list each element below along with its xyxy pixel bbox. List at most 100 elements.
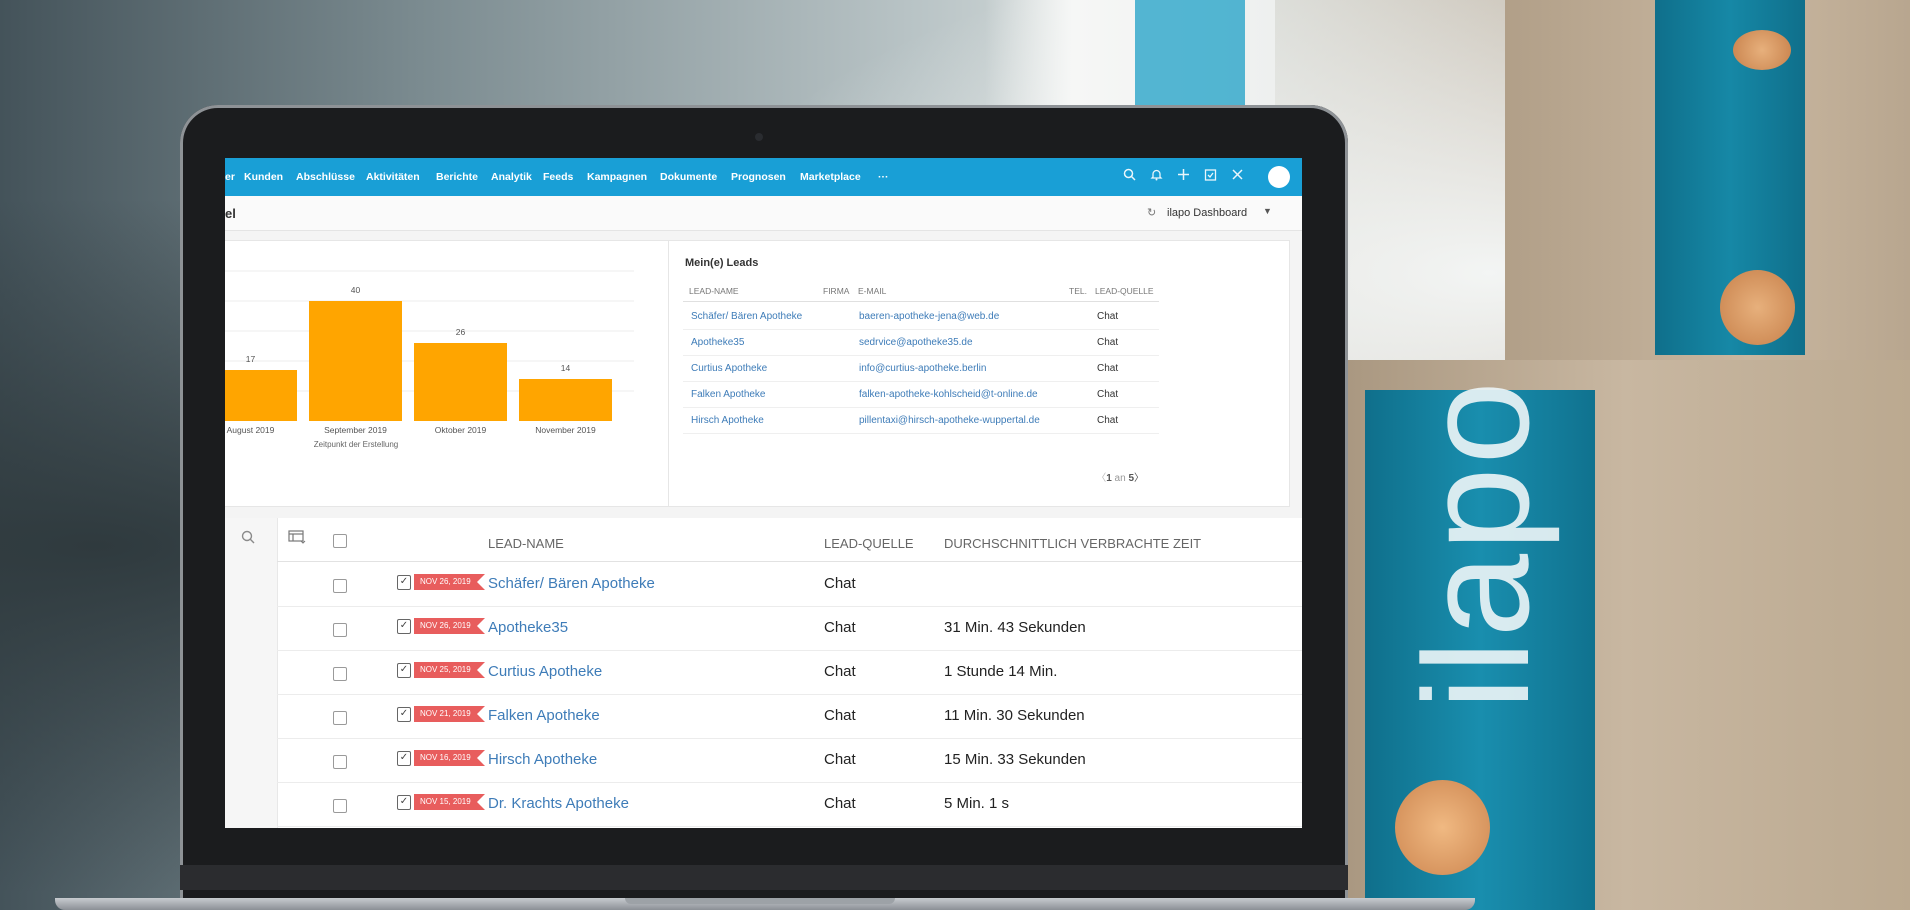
nav-item-kunden[interactable]: Kunden: [244, 171, 284, 183]
table-row[interactable]: ✓ NOV 26, 2019 Apotheke35 Chat 31 Min. 4…: [277, 606, 1302, 651]
lead-name[interactable]: Hirsch Apotheke: [691, 415, 764, 426]
x-tick-label: September 2019: [324, 425, 387, 435]
box-brand-text: ilapo: [1392, 378, 1560, 710]
x-tick-label: November 2019: [535, 425, 596, 435]
lead-name-link[interactable]: Falken Apotheke: [488, 707, 600, 724]
row-checkbox[interactable]: [333, 799, 347, 813]
date-badge: NOV 25, 2019: [414, 662, 485, 678]
col-header-lead-name[interactable]: LEAD-NAME: [689, 286, 739, 296]
lead-row[interactable]: Falken Apotheke falken-apotheke-kohlsche…: [683, 381, 1159, 408]
table-row[interactable]: ✓ NOV 15, 2019 Dr. Krachts Apotheke Chat…: [277, 782, 1302, 827]
lead-email[interactable]: baeren-apotheke-jena@web.de: [859, 311, 1000, 322]
bar[interactable]: [309, 301, 402, 421]
table-row[interactable]: ✓ NOV 21, 2019 Falken Apotheke Chat 11 M…: [277, 694, 1302, 739]
lead-name-link[interactable]: Apotheke35: [488, 619, 569, 636]
nav-item-aktivitaeten[interactable]: Aktivitäten: [366, 171, 420, 183]
lead-row[interactable]: Schäfer/ Bären Apotheke baeren-apotheke-…: [683, 303, 1159, 330]
leads-list: LEAD-NAME LEAD-QUELLE DURCHSCHNITTLICH V…: [225, 518, 1302, 828]
col-header-lead-name[interactable]: LEAD-NAME: [488, 536, 564, 551]
laptop-base: [55, 898, 1475, 910]
crm-screen: er Kunden Abschlüsse Aktivitäten Bericht…: [225, 158, 1302, 828]
lead-source: Chat: [824, 619, 856, 636]
background-box-top: [1505, 0, 1910, 360]
lead-name-link[interactable]: Schäfer/ Bären Apotheke: [488, 575, 655, 592]
col-header-tel[interactable]: TEL.: [1069, 286, 1087, 296]
nav-item-prognosen[interactable]: Prognosen: [731, 171, 786, 183]
lead-name[interactable]: Curtius Apotheke: [691, 363, 768, 374]
lead-email[interactable]: falken-apotheke-kohlscheid@t-online.de: [859, 389, 1038, 400]
nav-item-marketplace[interactable]: Marketplace: [800, 171, 861, 183]
col-header-verbrachte-zeit[interactable]: DURCHSCHNITTLICH VERBRACHTE ZEIT: [944, 536, 1202, 551]
chevron-down-icon[interactable]: ▼: [1263, 206, 1272, 216]
col-header-lead-quelle[interactable]: LEAD-QUELLE: [1095, 286, 1154, 296]
table-row[interactable]: ✓ NOV 26, 2019 Schäfer/ Bären Apotheke C…: [277, 562, 1302, 607]
row-checkbox[interactable]: [333, 667, 347, 681]
chevron-right-icon[interactable]: 〉: [1134, 473, 1144, 484]
x-tick-label: Oktober 2019: [435, 425, 487, 435]
bar[interactable]: [225, 370, 297, 421]
lead-name-link[interactable]: Dr. Krachts Apotheke: [488, 795, 629, 812]
task-icon: ✓: [397, 575, 411, 590]
dashboard-select[interactable]: ilapo Dashboard: [1167, 207, 1248, 219]
nav-item-analytik[interactable]: Analytik: [491, 171, 532, 183]
task-icon: ✓: [397, 707, 411, 722]
date-badge: NOV 16, 2019: [414, 750, 485, 766]
row-checkbox[interactable]: [333, 711, 347, 725]
lead-name[interactable]: Falken Apotheke: [691, 389, 766, 400]
nav-icon-group: [1120, 166, 1290, 188]
nav-item-berichte[interactable]: Berichte: [436, 171, 479, 183]
dashboard-header: el ↻ ilapo Dashboard ▼: [225, 196, 1302, 231]
lead-row[interactable]: Hirsch Apotheke pillentaxi@hirsch-apothe…: [683, 407, 1159, 434]
lead-email[interactable]: sedrvice@apotheke35.de: [859, 337, 973, 348]
leads-widget-title: Mein(e) Leads: [685, 257, 759, 269]
table-row[interactable]: ✓ NOV 25, 2019 Curtius Apotheke Chat 1 S…: [277, 650, 1302, 695]
col-header-email[interactable]: E-MAIL: [858, 286, 887, 296]
pagination: 〈1 an 5〉: [1096, 469, 1144, 484]
nav-more-button[interactable]: ···: [878, 171, 889, 183]
lead-row[interactable]: Curtius Apotheke info@curtius-apotheke.b…: [683, 355, 1159, 382]
leads-widget: Mein(e) Leads LEAD-NAME FIRMA E-MAIL TEL…: [668, 240, 1290, 507]
nav-item-dokumente[interactable]: Dokumente: [660, 171, 718, 183]
avatar[interactable]: [1268, 166, 1290, 188]
col-header-lead-quelle[interactable]: LEAD-QUELLE: [824, 536, 914, 551]
plus-icon[interactable]: [1174, 167, 1192, 185]
refresh-icon[interactable]: ↻: [1147, 207, 1157, 219]
bar[interactable]: [414, 343, 507, 421]
x-tick-label: August 2019: [227, 425, 275, 435]
select-all-checkbox[interactable]: [333, 534, 347, 548]
x-axis-label: Zeitpunkt der Erstellung: [314, 440, 399, 449]
search-icon[interactable]: [241, 530, 255, 549]
laptop-chin: [180, 865, 1348, 890]
lead-name[interactable]: Schäfer/ Bären Apotheke: [691, 311, 803, 322]
lead-email[interactable]: info@curtius-apotheke.berlin: [859, 363, 987, 374]
chevron-left-icon[interactable]: 〈: [1096, 473, 1107, 484]
col-header-firma[interactable]: FIRMA: [823, 286, 850, 296]
date-badge: NOV 26, 2019: [414, 618, 485, 634]
background-blue-band: [1135, 0, 1245, 105]
row-checkbox[interactable]: [333, 755, 347, 769]
date-badge: NOV 26, 2019: [414, 574, 485, 590]
lead-row[interactable]: Apotheke35 sedrvice@apotheke35.de Chat: [683, 329, 1159, 356]
search-icon[interactable]: [1120, 167, 1138, 185]
nav-item-leads[interactable]: er: [225, 171, 235, 183]
nav-item-abschluesse[interactable]: Abschlüsse: [296, 171, 355, 183]
lead-name[interactable]: Apotheke35: [691, 337, 745, 348]
row-checkbox[interactable]: [333, 623, 347, 637]
row-checkbox[interactable]: [333, 579, 347, 593]
bar[interactable]: [519, 379, 612, 421]
time-spent: 1 Stunde 14 Min.: [944, 663, 1058, 680]
task-icon: ✓: [397, 795, 411, 810]
bar-value-label: 14: [561, 363, 571, 373]
date-badge: NOV 15, 2019: [414, 794, 485, 810]
lead-email[interactable]: pillentaxi@hirsch-apotheke-wuppertal.de: [859, 415, 1040, 426]
lead-source: Chat: [1097, 337, 1119, 348]
nav-item-kampagnen[interactable]: Kampagnen: [587, 171, 648, 183]
tools-icon[interactable]: [1228, 167, 1246, 185]
bell-icon[interactable]: [1147, 167, 1165, 185]
column-settings-icon[interactable]: [288, 530, 306, 549]
lead-name-link[interactable]: Curtius Apotheke: [488, 663, 603, 680]
nav-item-feeds[interactable]: Feeds: [543, 171, 574, 183]
table-row[interactable]: ✓ NOV 16, 2019 Hirsch Apotheke Chat 15 M…: [277, 738, 1302, 783]
lead-name-link[interactable]: Hirsch Apotheke: [488, 751, 598, 768]
calendar-check-icon[interactable]: [1201, 167, 1219, 185]
